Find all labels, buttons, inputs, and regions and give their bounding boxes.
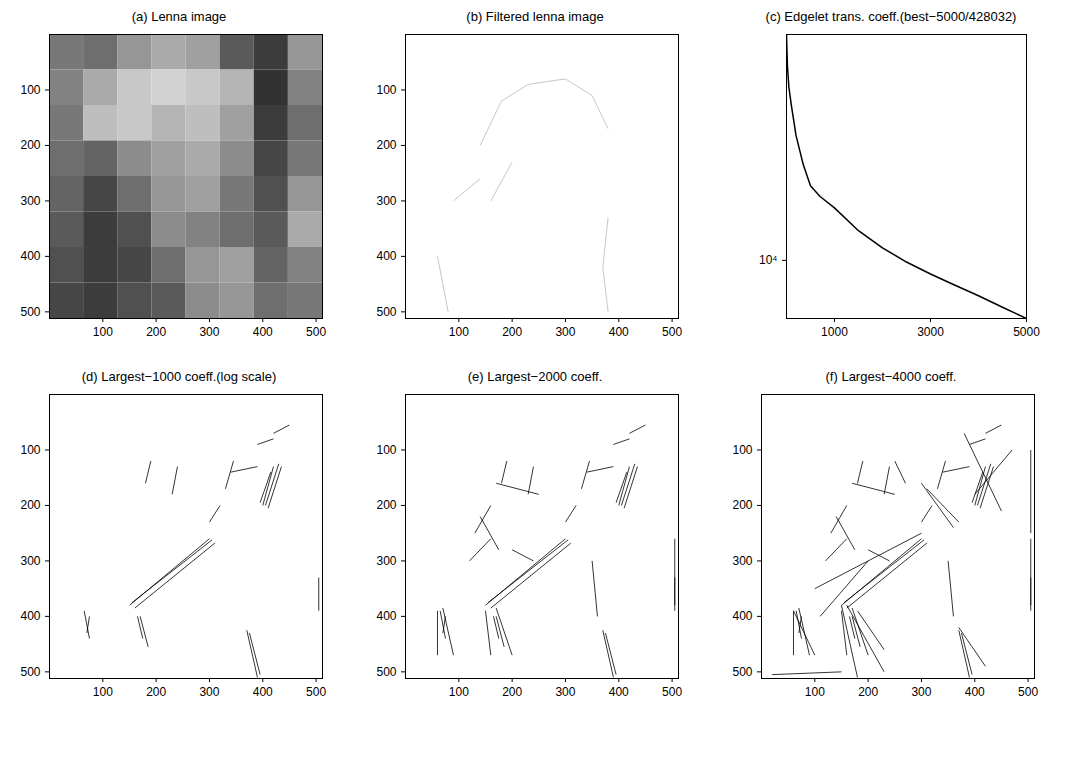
svg-text:200: 200 [502,325,522,339]
svg-text:400: 400 [20,609,40,623]
svg-text:400: 400 [376,249,396,263]
svg-text:200: 200 [858,685,878,699]
svg-text:500: 500 [306,685,326,699]
svg-text:300: 300 [199,685,219,699]
svg-text:400: 400 [253,325,273,339]
svg-text:500: 500 [662,685,682,699]
svg-text:100: 100 [20,83,40,97]
svg-text:300: 300 [555,685,575,699]
svg-text:200: 200 [20,138,40,152]
html-text:(a) Lenna image: (a) Lenna image [131,9,227,24]
html-text:(c) Edgelet trans. coeff.(best: (c) Edgelet trans. coeff.(best−5000/4280… [765,9,1017,24]
svg-text:200: 200 [146,325,166,339]
svg-text:500: 500 [376,305,396,319]
svg-text:100: 100 [805,685,825,699]
svg-text:400: 400 [965,685,985,699]
svg-text:100: 100 [93,325,113,339]
svg-text:400: 400 [376,609,396,623]
svg-text:300: 300 [911,685,931,699]
svg-text:300: 300 [555,325,575,339]
svg-text:500: 500 [20,665,40,679]
svg-text:400: 400 [732,609,752,623]
svg-text:100: 100 [449,325,469,339]
svg-text:500: 500 [1018,685,1038,699]
html-text:(f) Largest−4000 coeff.: (f) Largest−4000 coeff. [825,369,957,384]
svg-text:100: 100 [449,685,469,699]
svg-text:100: 100 [376,443,396,457]
html-text:(d) Largest−1000 coeff.(log sc: (d) Largest−1000 coeff.(log scale) [81,369,277,384]
svg-text:100: 100 [376,83,396,97]
svg-text:400: 400 [20,249,40,263]
svg-text:400: 400 [609,685,629,699]
svg-text:300: 300 [20,194,40,208]
svg-text:1000: 1000 [821,325,848,339]
svg-text:200: 200 [376,138,396,152]
svg-text:200: 200 [20,498,40,512]
svg-text:300: 300 [199,325,219,339]
svg-text:400: 400 [253,685,273,699]
svg-text:300: 300 [376,554,396,568]
svg-text:400: 400 [609,325,629,339]
svg-text:10⁴: 10⁴ [759,253,778,267]
svg-text:300: 300 [20,554,40,568]
html-text:(b) Filtered lenna image: (b) Filtered lenna image [466,9,604,24]
svg-text:5000: 5000 [1013,325,1040,339]
svg-text:500: 500 [662,325,682,339]
svg-text:500: 500 [306,325,326,339]
svg-text:500: 500 [20,305,40,319]
svg-text:500: 500 [732,665,752,679]
svg-text:3000: 3000 [917,325,944,339]
svg-text:200: 200 [376,498,396,512]
svg-text:300: 300 [376,194,396,208]
svg-text:100: 100 [20,443,40,457]
svg-text:200: 200 [732,498,752,512]
svg-text:200: 200 [502,685,522,699]
svg-text:500: 500 [376,665,396,679]
svg-text:200: 200 [146,685,166,699]
svg-text:100: 100 [93,685,113,699]
svg-text:100: 100 [732,443,752,457]
html-text:(e) Largest−2000 coeff.: (e) Largest−2000 coeff. [467,369,603,384]
svg-text:300: 300 [732,554,752,568]
